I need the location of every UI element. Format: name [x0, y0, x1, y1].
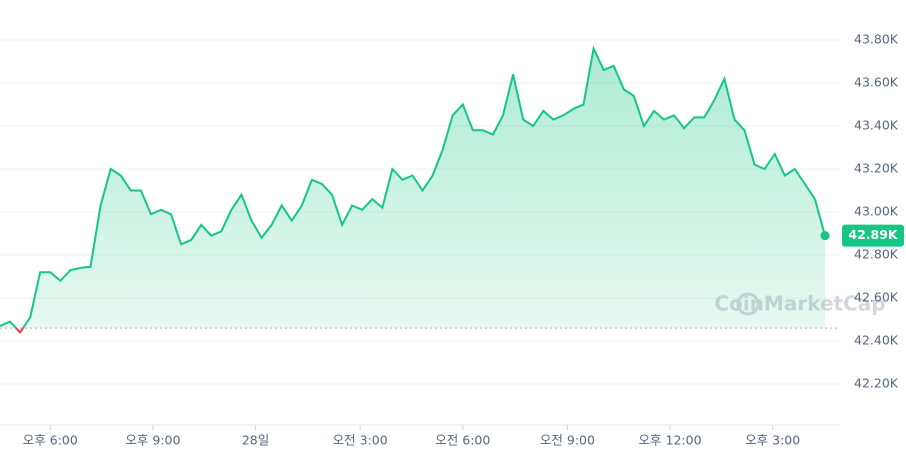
x-tick-label: 오전 3:00	[333, 433, 388, 448]
price-tag-label: 42.89K	[848, 227, 899, 242]
price-tag	[842, 224, 904, 247]
x-tick-label: 오후 9:00	[125, 433, 180, 448]
x-tick-label: 오후 3:00	[745, 433, 800, 448]
line	[0, 45, 826, 329]
y-tick-label: 43.20K	[854, 161, 899, 176]
y-tick-label: 42.40K	[854, 333, 899, 348]
y-tick-label: 43.40K	[854, 118, 899, 133]
x-tick-label: 오후 6:00	[23, 433, 78, 448]
y-tick-label: 42.80K	[854, 247, 899, 262]
x-tick-label: 오후 12:00	[639, 433, 702, 448]
y-tick-label: 43.00K	[854, 204, 899, 219]
x-tick-label: 오전 9:00	[540, 433, 595, 448]
y-tick-label: 43.60K	[854, 75, 899, 90]
y-tick-label: 43.80K	[854, 32, 899, 47]
area	[0, 48, 825, 329]
y-tick-label: 42.20K	[854, 376, 899, 391]
y-tick-label: 42.60K	[854, 290, 899, 305]
x-tick-label: 오전 6:00	[435, 433, 490, 448]
last-point	[820, 231, 830, 241]
x-tick-label: 28일	[242, 433, 269, 448]
